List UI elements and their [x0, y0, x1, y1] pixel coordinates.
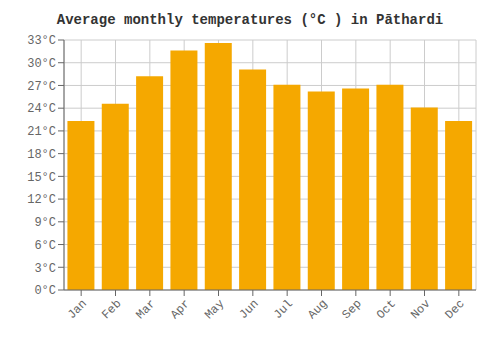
svg-text:0°C: 0°C: [34, 284, 56, 298]
svg-text:Dec: Dec: [443, 297, 468, 322]
svg-text:Jun: Jun: [237, 297, 262, 322]
svg-text:Sep: Sep: [340, 297, 365, 322]
html-text:Average monthly temperatures (: Average monthly temperatures (°C ) in Pā…: [56, 12, 444, 28]
svg-text:12°C: 12°C: [27, 193, 56, 207]
svg-text:Nov: Nov: [408, 297, 433, 322]
svg-text:21°C: 21°C: [27, 125, 56, 139]
svg-text:Jan: Jan: [65, 297, 90, 322]
svg-text:Apr: Apr: [168, 297, 193, 322]
svg-text:33°C: 33°C: [27, 34, 56, 48]
svg-text:15°C: 15°C: [27, 171, 56, 185]
svg-text:30°C: 30°C: [27, 57, 56, 71]
svg-text:Jul: Jul: [271, 297, 296, 322]
svg-text:9°C: 9°C: [34, 216, 56, 230]
svg-text:24°C: 24°C: [27, 102, 56, 116]
svg-text:Oct: Oct: [374, 297, 399, 322]
svg-text:3°C: 3°C: [34, 262, 56, 276]
svg-text:Mar: Mar: [134, 297, 159, 322]
svg-text:Aug: Aug: [305, 297, 330, 322]
svg-text:Feb: Feb: [99, 297, 124, 322]
svg-text:27°C: 27°C: [27, 80, 56, 94]
svg-text:6°C: 6°C: [34, 239, 56, 253]
svg-text:18°C: 18°C: [27, 148, 56, 162]
svg-text:May: May: [202, 297, 227, 322]
